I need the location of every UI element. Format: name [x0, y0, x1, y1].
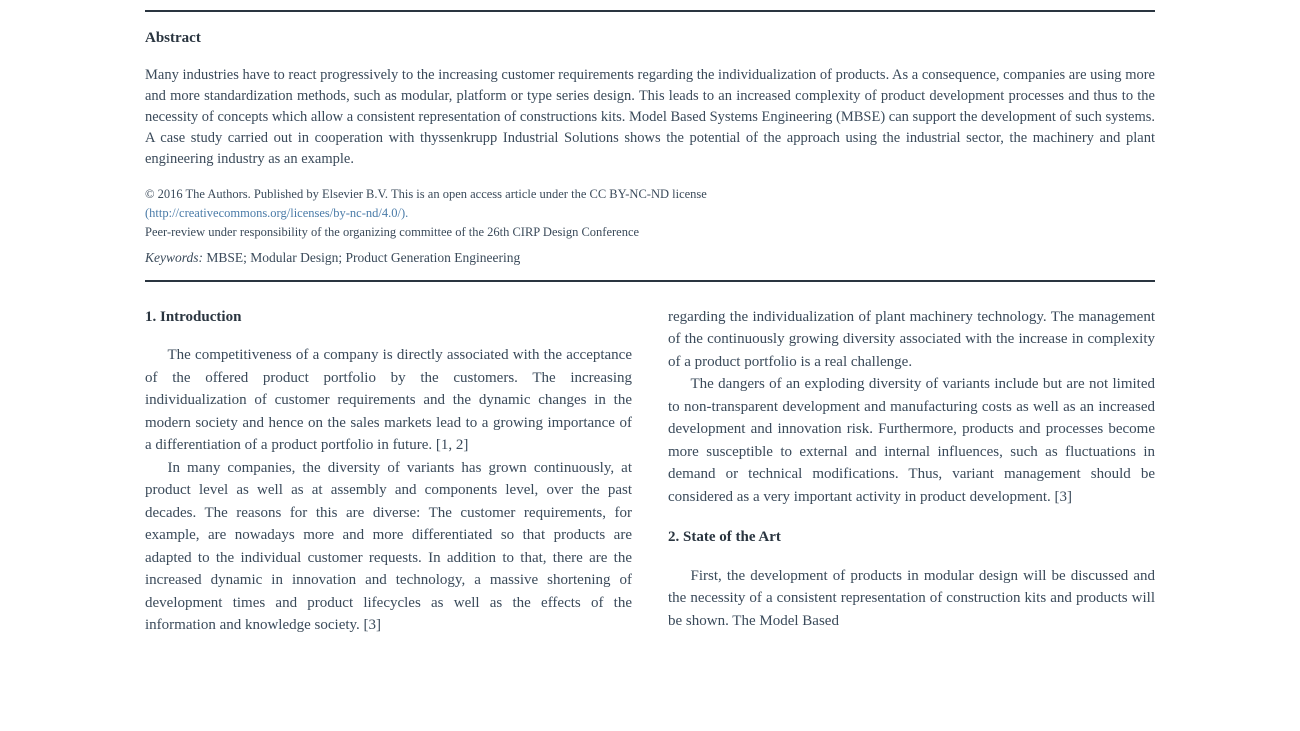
section-1-heading: 1. Introduction [145, 306, 632, 329]
copyright-line: © 2016 The Authors. Published by Elsevie… [145, 186, 1155, 204]
license-link[interactable]: (http://creativecommons.org/licenses/by-… [145, 206, 1155, 221]
section-2-para-1: First, the development of products in mo… [668, 565, 1155, 633]
col2-para-1: regarding the individualization of plant… [668, 306, 1155, 374]
intro-para-1: The competitiveness of a company is dire… [145, 344, 632, 457]
peer-review-line: Peer-review under responsibility of the … [145, 225, 1155, 240]
abstract-heading: Abstract [145, 30, 1155, 47]
body-columns: 1. Introduction The competitiveness of a… [145, 306, 1155, 637]
col2-para-2: The dangers of an exploding diversity of… [668, 373, 1155, 508]
paper-page: Abstract Many industries have to react p… [0, 0, 1300, 637]
intro-para-2: In many companies, the diversity of vari… [145, 457, 632, 637]
column-right: regarding the individualization of plant… [668, 306, 1155, 637]
keywords-text: MBSE; Modular Design; Product Generation… [203, 250, 520, 265]
keywords-line: Keywords: MBSE; Modular Design; Product … [145, 250, 1155, 266]
keywords-label: Keywords: [145, 250, 203, 265]
section-2-heading: 2. State of the Art [668, 526, 1155, 549]
abstract-section: Abstract Many industries have to react p… [145, 10, 1155, 282]
column-left: 1. Introduction The competitiveness of a… [145, 306, 632, 637]
abstract-body: Many industries have to react progressiv… [145, 65, 1155, 170]
